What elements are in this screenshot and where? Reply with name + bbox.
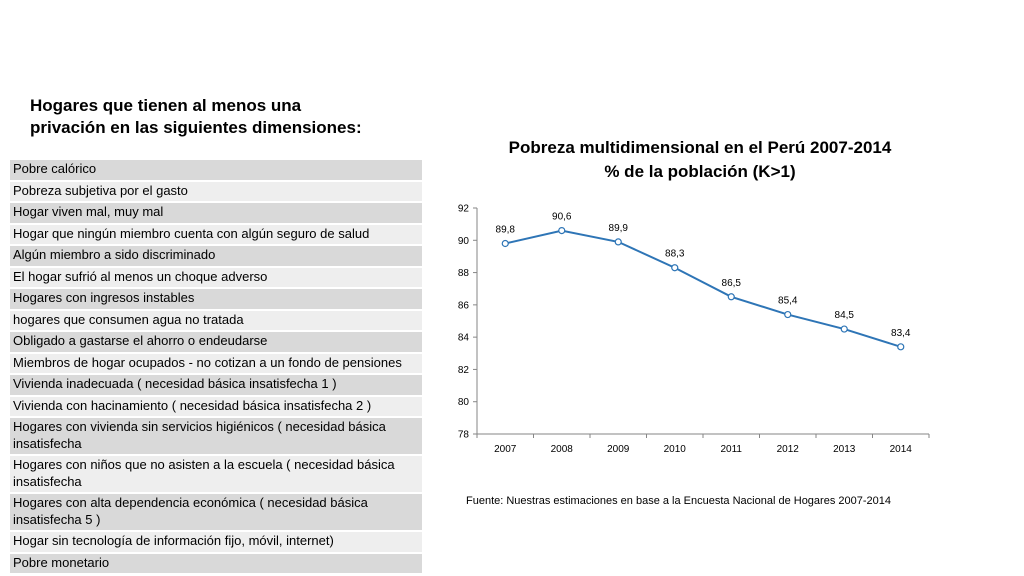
dimension-label: Pobre monetario [10,552,422,575]
dimension-label: Hogares con vivienda sin servicios higié… [10,417,422,456]
x-tick-label: 2008 [551,444,574,455]
dimension-row: Hogares con ingresos instables [10,288,422,311]
data-label: 90,6 [552,212,572,223]
dimension-label: hogares que consumen agua no tratada [10,309,422,332]
y-tick-label: 80 [458,397,470,408]
data-point [614,238,622,246]
dimension-row: Hogares con alta dependencia económica (… [10,493,422,532]
data-point [727,293,735,301]
data-point [558,226,566,235]
x-tick-label: 2007 [494,444,517,455]
data-point [501,239,509,248]
dimension-label: Hogar que ningún miembro cuenta con algú… [10,223,422,246]
dimension-label: El hogar sufrió al menos un choque adver… [10,266,422,289]
dimension-label: Algún miembro a sido discriminado [10,245,422,268]
data-label: 83,4 [891,328,911,339]
dimension-row: Hogares con vivienda sin servicios higié… [10,417,422,456]
dimension-row: Vivienda inadecuada ( necesidad básica i… [10,374,422,397]
y-tick-label: 92 [458,204,470,215]
y-tick-label: 88 [458,268,470,279]
dimension-row: Miembros de hogar ocupados - no cotizan … [10,352,422,375]
x-tick-label: 2009 [607,444,630,455]
data-point [671,264,679,272]
dimension-label: Hogar sin tecnología de información fijo… [10,531,422,554]
data-label: 88,3 [665,249,685,260]
data-label: 85,4 [778,296,798,307]
y-tick-label: 90 [458,236,470,247]
dimension-label: Obligado a gastarse el ahorro o endeudar… [10,331,422,354]
heading-line-1: Hogares que tienen al menos una [30,96,302,115]
data-label: 86,5 [722,278,742,289]
dimension-row: Pobre monetario [10,552,422,575]
x-tick-label: 2011 [720,444,742,455]
dimension-label: Hogares con ingresos instables [10,288,422,311]
data-point [897,343,905,351]
data-point [840,325,848,333]
chart-title: Pobreza multidimensional en el Perú 2007… [440,136,960,184]
line-chart: 78 80 82 84 86 88 90 92 2007 2008 2009 2010 2011 2012… [458,204,930,455]
dimension-label: Pobre calórico [10,160,422,182]
dimension-row: Vivienda con hacinamiento ( necesidad bá… [10,395,422,418]
data-label: 84,5 [835,310,855,321]
section-heading: Hogares que tienen al menos una privació… [30,95,410,139]
dimension-row: hogares que consumen agua no tratada [10,309,422,332]
data-label: 89,8 [496,225,516,236]
x-tick-label: 2013 [833,444,856,455]
data-point [784,310,792,319]
chart-title-line-2: % de la población (K>1) [604,162,796,181]
dimension-row: Algún miembro a sido discriminado [10,245,422,268]
dimension-label: Vivienda inadecuada ( necesidad básica i… [10,374,422,397]
source-note: Fuente: Nuestras estimaciones en base a … [466,495,891,507]
x-tick-label: 2012 [777,444,800,455]
y-tick-label: 86 [458,300,470,311]
y-tick-label: 78 [458,430,470,441]
dimension-row: Hogares con niños que no asisten a la es… [10,455,422,494]
heading-line-2: privación en las siguientes dimensiones: [30,118,362,137]
y-tick-label: 82 [458,365,470,376]
dimension-row: Hogar sin tecnología de información fijo… [10,531,422,554]
data-label: 89,9 [609,223,629,234]
dimension-label: Vivienda con hacinamiento ( necesidad bá… [10,395,422,418]
dimension-row: Obligado a gastarse el ahorro o endeudar… [10,331,422,354]
dimension-row: Pobreza subjetiva por el gasto [10,180,422,203]
series-line [505,229,902,348]
dimension-label: Hogares con niños que no asisten a la es… [10,455,422,494]
dimensions-table: Pobre calórico Pobreza subjetiva por el g… [10,160,422,575]
dimension-label: Hogares con alta dependencia económica (… [10,493,422,532]
dimension-row: Hogar que ningún miembro cuenta con algú… [10,223,422,246]
dimension-label: Miembros de hogar ocupados - no cotizan … [10,352,422,375]
dimension-label: Hogar viven mal, muy mal [10,202,422,225]
dimension-row: Pobre calórico [10,160,422,182]
y-tick-label: 84 [458,333,470,344]
x-tick-label: 2010 [664,444,687,455]
chart-title-line-1: Pobreza multidimensional en el Perú 2007… [508,138,892,157]
dimension-row: El hogar sufrió al menos un choque adver… [10,266,422,289]
x-tick-label: 2014 [890,444,913,455]
dimension-row: Hogar viven mal, muy mal [10,202,422,225]
dimension-label: Pobreza subjetiva por el gasto [10,180,422,203]
